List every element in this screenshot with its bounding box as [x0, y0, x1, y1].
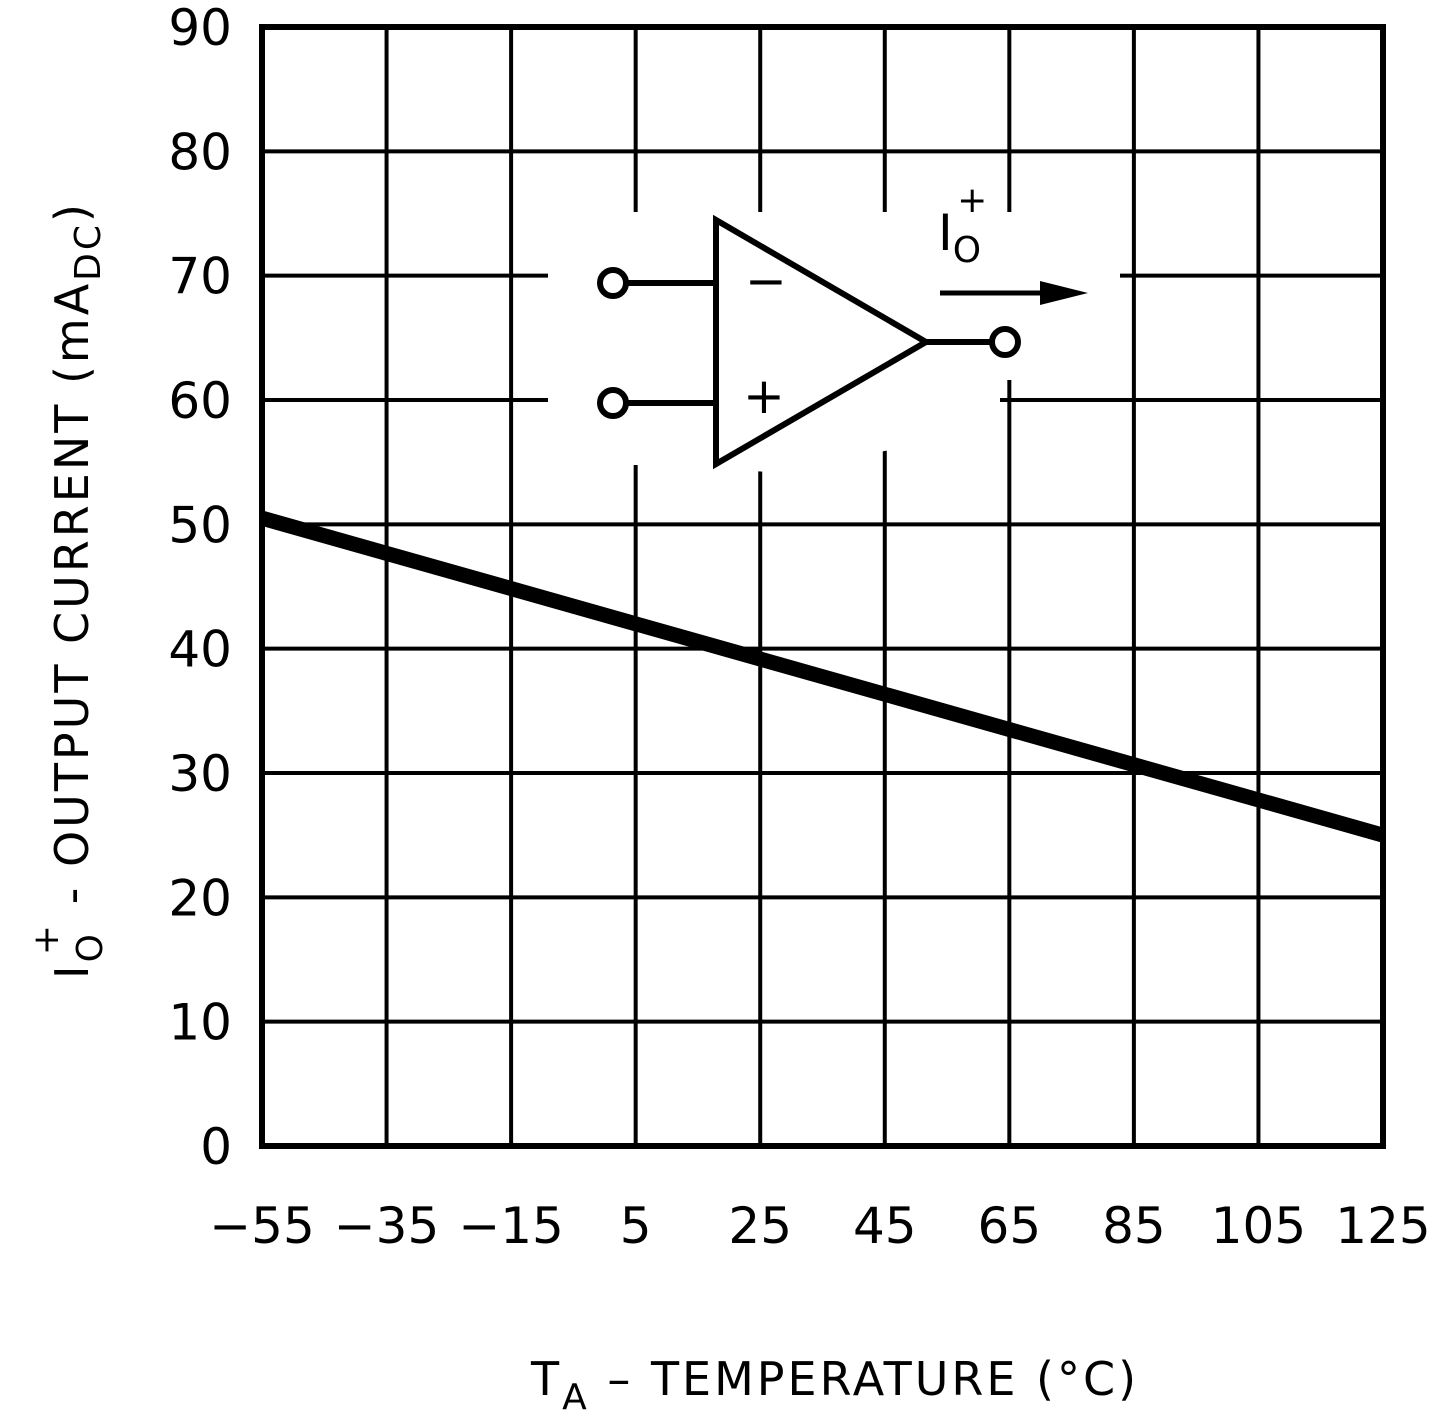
current-label: IO+	[938, 180, 987, 271]
tick-labels: −55 −35 −15 5 25 45 65 85 105 125 0 10 20 30 40 50 60 70 8…	[168, 0, 1430, 1255]
y-tick-label: 60	[168, 372, 232, 430]
inverting-input-terminal	[597, 267, 629, 299]
plus-sign: +	[743, 367, 785, 425]
y-tick-label: 30	[168, 745, 232, 803]
y-tick-label: 40	[168, 621, 232, 679]
minus-sign: −	[745, 252, 787, 310]
op-amp-triangle	[713, 214, 932, 470]
series-line	[259, 510, 1386, 843]
y-tick-label: 50	[168, 496, 232, 554]
x-tick-label: 45	[853, 1197, 917, 1255]
y-tick-label: 70	[168, 248, 232, 306]
y-tick-label: 20	[168, 869, 232, 927]
plot-frame	[259, 24, 1386, 1149]
x-tick-label: 25	[728, 1197, 792, 1255]
current-arrow-head	[1040, 281, 1088, 305]
y-tick-label: 90	[168, 0, 232, 57]
x-tick-label: 85	[1102, 1197, 1166, 1255]
x-tick-label: 5	[620, 1197, 652, 1255]
x-tick-label: 65	[978, 1197, 1042, 1255]
x-tick-label: −35	[334, 1197, 440, 1255]
x-tick-label: 125	[1335, 1197, 1430, 1255]
y-axis-label: IO+ - OUTPUT CURRENT (mADC)	[26, 201, 111, 979]
op-amp-inset: − + IO+	[548, 180, 1120, 472]
noninverting-input-terminal	[597, 387, 629, 419]
inset-background	[548, 212, 1120, 472]
y-tick-label: 10	[168, 994, 232, 1052]
y-tick-label: 80	[168, 123, 232, 181]
x-tick-label: 105	[1211, 1197, 1306, 1255]
x-tick-label: −15	[458, 1197, 564, 1255]
series-layer	[259, 510, 1386, 843]
x-tick-label: −55	[209, 1197, 315, 1255]
grid	[260, 25, 1385, 1148]
output-terminal	[989, 326, 1021, 358]
x-axis-label: TA – TEMPERATURE (°C)	[530, 1352, 1139, 1416]
y-tick-label: 0	[200, 1118, 232, 1176]
